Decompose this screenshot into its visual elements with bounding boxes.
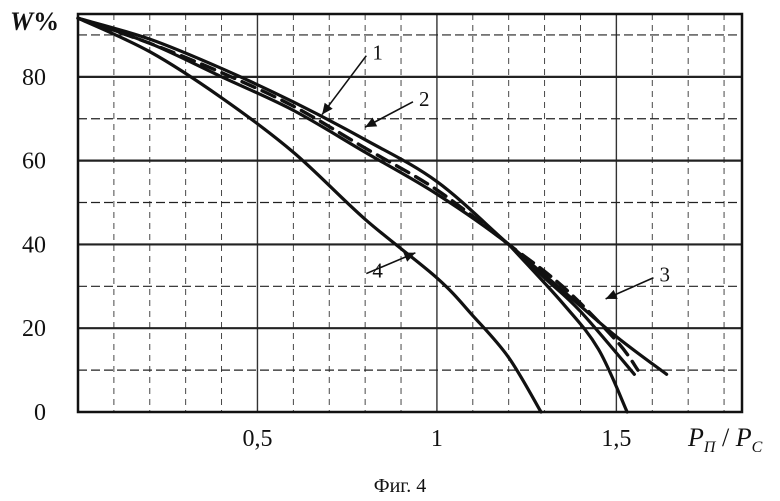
y-axis-title: W% — [10, 7, 59, 36]
x-tick-label: 0,5 — [242, 426, 272, 452]
curve-2-label: 2 — [419, 87, 430, 111]
plot-frame — [78, 14, 742, 412]
x-axis-title: PП / PС — [687, 423, 763, 456]
x-tick-label: 1,5 — [601, 426, 631, 452]
curve-3-label: 3 — [659, 263, 670, 287]
curve-2 — [78, 18, 634, 374]
figure-caption: Фиг. 4 — [374, 475, 426, 497]
x-tick-label: 1 — [431, 426, 443, 452]
y-tick-label: 20 — [22, 316, 46, 342]
curve-1-label: 1 — [372, 41, 383, 65]
curve-1-leader — [322, 56, 366, 115]
y-tick-label: 80 — [22, 65, 46, 91]
chart-grid — [78, 14, 742, 412]
curve-3 — [78, 18, 638, 370]
curve-1-arrowhead — [322, 103, 333, 115]
y-tick-label: 60 — [22, 149, 46, 175]
tick-labels: 0,5 1 1,5 0 20 40 60 80 — [22, 65, 631, 452]
y-tick-label: 40 — [22, 232, 46, 258]
curve-labels: 1 2 3 4 — [322, 41, 670, 299]
curve-4-label: 4 — [372, 259, 383, 283]
y-tick-label: 0 — [34, 400, 46, 426]
